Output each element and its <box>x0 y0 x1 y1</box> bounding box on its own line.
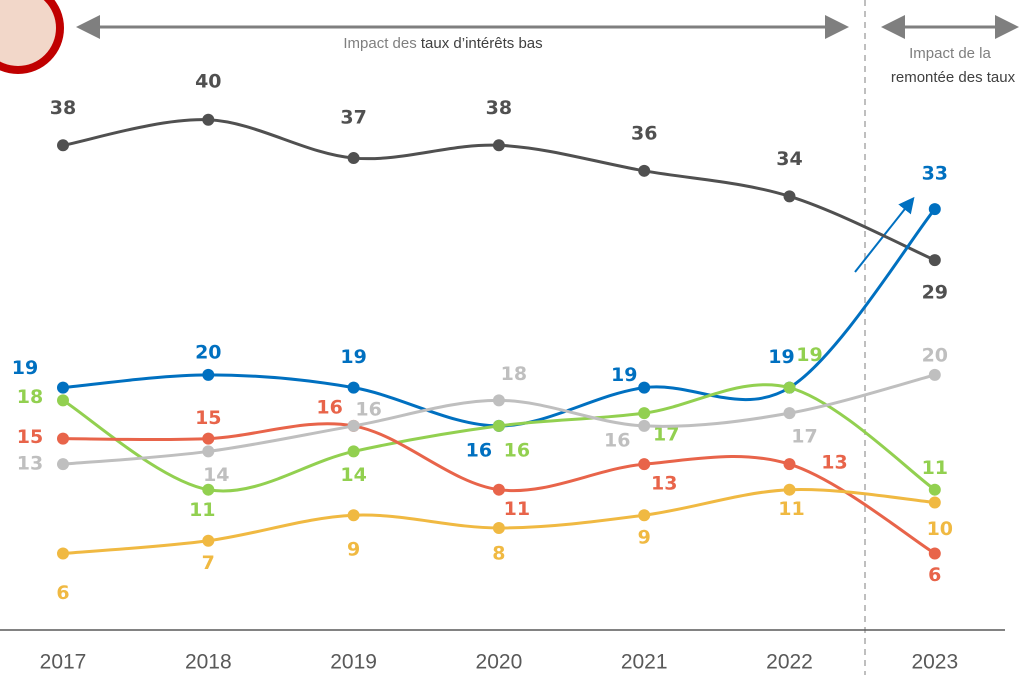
data-point <box>347 509 360 522</box>
data-point <box>492 394 505 407</box>
value-label: 7 <box>202 552 215 574</box>
value-label: 13 <box>651 473 677 495</box>
value-label: 11 <box>922 457 948 479</box>
value-label: 33 <box>922 163 948 185</box>
value-label: 17 <box>653 424 679 446</box>
value-label: 19 <box>12 357 38 379</box>
value-label: 19 <box>796 344 822 366</box>
data-point <box>202 445 215 458</box>
data-point <box>783 458 796 471</box>
annotation-text: Impact des <box>343 35 421 52</box>
data-point <box>202 113 215 126</box>
data-point <box>57 381 69 394</box>
value-label: 20 <box>922 344 948 366</box>
data-point <box>928 483 941 496</box>
value-label: 16 <box>504 439 530 461</box>
x-tick-label: 2023 <box>911 651 958 674</box>
data-point <box>928 203 941 216</box>
data-point <box>783 190 796 203</box>
value-label: 18 <box>17 386 43 408</box>
value-label: 9 <box>638 527 651 549</box>
data-point <box>638 509 651 522</box>
value-label: 40 <box>195 70 221 92</box>
value-label: 14 <box>340 464 366 486</box>
data-point <box>783 483 796 496</box>
value-label: 14 <box>203 464 229 486</box>
annotation-emphasis: taux d’intérêts bas <box>421 35 543 52</box>
annotation: Impact des taux d’intérêts bas <box>343 35 542 52</box>
value-label: 38 <box>486 97 512 119</box>
value-label: 16 <box>355 398 381 420</box>
value-label: 6 <box>56 582 69 604</box>
value-label: 9 <box>347 539 360 561</box>
value-label: 37 <box>340 107 366 129</box>
value-label: 10 <box>927 518 953 540</box>
value-label: 8 <box>492 542 505 564</box>
data-point <box>783 407 796 420</box>
value-label: 29 <box>922 282 948 304</box>
x-tick-label: 2021 <box>621 651 668 674</box>
x-tick-label: 2019 <box>330 651 377 674</box>
data-point <box>202 483 215 496</box>
x-tick-label: 2017 <box>40 651 87 674</box>
data-point <box>928 368 941 381</box>
value-label: 16 <box>604 429 630 451</box>
data-point <box>202 534 215 547</box>
data-point <box>202 368 215 381</box>
data-point <box>347 152 360 165</box>
data-point <box>928 254 941 267</box>
value-label: 16 <box>466 439 492 461</box>
annotation-text: Impact de la <box>909 45 991 62</box>
value-label: 17 <box>791 426 817 448</box>
value-label: 11 <box>504 498 530 520</box>
annotation-emphasis: remontée des taux <box>891 69 1016 86</box>
data-point <box>57 139 69 152</box>
icon-inner <box>0 0 56 66</box>
data-point <box>783 381 796 394</box>
value-label: 15 <box>195 407 221 429</box>
value-label: 13 <box>821 452 847 474</box>
x-tick-label: 2020 <box>476 651 523 674</box>
data-point <box>57 547 69 560</box>
data-point <box>928 496 941 509</box>
data-point <box>638 381 651 394</box>
x-tick-label: 2022 <box>766 651 813 674</box>
data-point <box>492 419 505 432</box>
data-point <box>347 381 360 394</box>
data-point <box>638 419 651 432</box>
data-point <box>57 458 69 471</box>
value-label: 11 <box>189 499 215 521</box>
data-point <box>638 407 651 420</box>
value-label: 18 <box>501 363 527 385</box>
data-point <box>492 483 505 496</box>
value-label: 16 <box>316 396 342 418</box>
data-point <box>202 432 215 445</box>
series-line <box>62 373 936 466</box>
data-point <box>928 547 941 560</box>
data-point <box>638 164 651 177</box>
data-point <box>492 139 505 152</box>
value-label: 38 <box>50 97 76 119</box>
value-label: 13 <box>17 453 43 475</box>
data-point <box>57 394 69 407</box>
data-point <box>347 419 360 432</box>
value-label: 19 <box>611 364 637 386</box>
value-label: 20 <box>195 341 221 363</box>
data-point <box>347 445 360 458</box>
value-label: 19 <box>340 346 366 368</box>
value-label: 36 <box>631 122 657 144</box>
value-label: 11 <box>778 498 804 520</box>
value-label: 19 <box>768 346 794 368</box>
data-point <box>492 521 505 534</box>
value-label: 15 <box>17 426 43 448</box>
x-tick-label: 2018 <box>185 651 232 674</box>
data-point <box>57 432 69 445</box>
data-point <box>638 458 651 471</box>
value-label: 6 <box>928 564 941 586</box>
value-label: 34 <box>776 148 802 170</box>
